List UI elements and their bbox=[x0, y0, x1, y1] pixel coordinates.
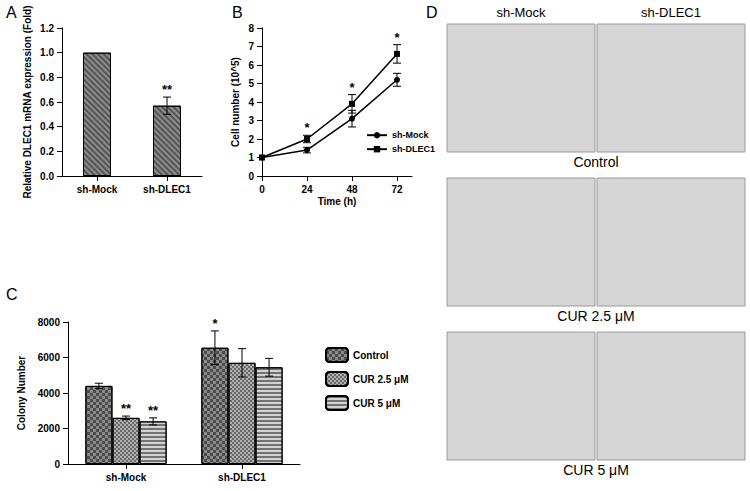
svg-text:*: * bbox=[394, 30, 400, 45]
svg-text:6000: 6000 bbox=[38, 352, 61, 363]
svg-text:48: 48 bbox=[346, 184, 358, 195]
svg-text:CUR 5 μM: CUR 5 μM bbox=[353, 398, 400, 409]
svg-text:**: ** bbox=[121, 401, 132, 416]
svg-text:0.2: 0.2 bbox=[40, 146, 54, 157]
svg-text:sh-DLEC1: sh-DLEC1 bbox=[641, 5, 701, 20]
svg-text:4000: 4000 bbox=[38, 388, 61, 399]
svg-text:sh-DLEC1: sh-DLEC1 bbox=[392, 144, 435, 154]
svg-text:*: * bbox=[212, 316, 218, 331]
svg-text:7: 7 bbox=[248, 41, 254, 52]
svg-text:sh-Mock: sh-Mock bbox=[106, 472, 147, 483]
svg-text:Control: Control bbox=[573, 154, 618, 170]
svg-text:Time (h): Time (h) bbox=[318, 196, 357, 207]
svg-text:sh-Mock: sh-Mock bbox=[77, 184, 118, 195]
svg-text:sh-Mock: sh-Mock bbox=[496, 5, 546, 20]
svg-text:0: 0 bbox=[54, 459, 60, 470]
svg-text:Relative DLEC1 mRNA expression: Relative DLEC1 mRNA expression (Fold) bbox=[22, 5, 33, 198]
svg-text:0.4: 0.4 bbox=[40, 121, 54, 132]
svg-text:CUR 5 μM: CUR 5 μM bbox=[563, 462, 629, 478]
svg-text:CUR 2.5 μM: CUR 2.5 μM bbox=[353, 374, 409, 385]
svg-text:C: C bbox=[6, 286, 18, 303]
svg-text:8: 8 bbox=[248, 23, 254, 34]
svg-text:A: A bbox=[6, 4, 17, 21]
svg-text:sh-Mock: sh-Mock bbox=[392, 130, 430, 140]
svg-text:*: * bbox=[349, 80, 355, 95]
svg-text:3: 3 bbox=[248, 115, 254, 126]
svg-text:72: 72 bbox=[391, 184, 403, 195]
svg-text:sh-DLEC1: sh-DLEC1 bbox=[143, 184, 191, 195]
svg-text:2000: 2000 bbox=[38, 423, 61, 434]
svg-text:8000: 8000 bbox=[38, 317, 61, 328]
svg-text:Colony Number: Colony Number bbox=[16, 356, 27, 431]
svg-text:0: 0 bbox=[248, 171, 254, 182]
svg-text:1.2: 1.2 bbox=[40, 23, 54, 34]
svg-text:24: 24 bbox=[301, 184, 313, 195]
svg-text:Cell number (10^5): Cell number (10^5) bbox=[230, 57, 241, 147]
svg-text:sh-DLEC1: sh-DLEC1 bbox=[218, 472, 266, 483]
svg-text:0: 0 bbox=[259, 184, 265, 195]
svg-text:0.8: 0.8 bbox=[40, 72, 54, 83]
svg-text:D: D bbox=[426, 4, 438, 21]
svg-text:**: ** bbox=[148, 403, 159, 418]
svg-text:Control: Control bbox=[353, 350, 389, 361]
svg-text:**: ** bbox=[162, 82, 173, 97]
svg-text:1: 1 bbox=[248, 152, 254, 163]
svg-text:1.0: 1.0 bbox=[40, 47, 54, 58]
svg-text:2: 2 bbox=[248, 134, 254, 145]
svg-text:5: 5 bbox=[248, 78, 254, 89]
svg-text:6: 6 bbox=[248, 60, 254, 71]
svg-text:4: 4 bbox=[248, 97, 254, 108]
svg-text:CUR 2.5 μM: CUR 2.5 μM bbox=[557, 308, 634, 324]
svg-text:B: B bbox=[232, 4, 243, 21]
svg-text:0.6: 0.6 bbox=[40, 97, 54, 108]
svg-text:0.0: 0.0 bbox=[40, 171, 54, 182]
svg-text:*: * bbox=[304, 120, 310, 135]
